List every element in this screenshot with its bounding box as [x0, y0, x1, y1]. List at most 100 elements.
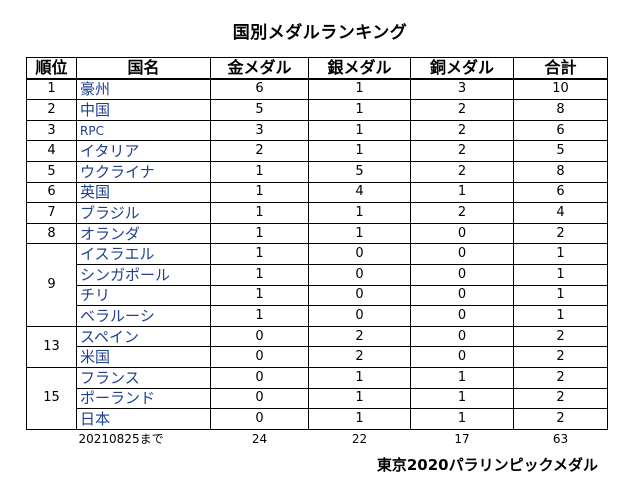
medal-ranking-table: 順位 国名 金メダル 銀メダル 銅メダル 合計 1 豪州 6 1 3 10 2 中国 5 1 2 8 3… [26, 56, 608, 450]
total-count-cell: 2 [513, 366, 608, 389]
bronze-count-cell: 2 [410, 140, 514, 162]
total-count-cell: 2 [513, 222, 608, 245]
header-silver: 銀メダル [308, 56, 411, 80]
bronze-count-cell: 2 [410, 160, 514, 183]
total-count-cell: 10 [513, 78, 608, 101]
silver-count-cell: 1 [308, 119, 411, 142]
caption: 東京2020パラリンピックメダル [376, 456, 598, 474]
header-total: 合計 [513, 56, 608, 80]
gold-count-cell: 0 [210, 325, 309, 348]
country-name-cell: イタリア [76, 140, 211, 162]
bronze-count-cell: 3 [410, 78, 514, 101]
table-row: チリ 1 0 0 1 [27, 284, 608, 307]
bronze-count-cell: 2 [410, 99, 514, 121]
silver-count-cell: 0 [308, 263, 411, 286]
total-count-cell: 1 [513, 284, 608, 307]
bronze-count-cell: 0 [410, 243, 514, 265]
gold-count-cell: 1 [210, 305, 309, 327]
gold-count-cell: 0 [210, 387, 309, 410]
silver-count-cell: 0 [308, 243, 411, 265]
silver-count-cell: 1 [308, 140, 411, 162]
table-row: 6 英国 1 4 1 6 [26, 181, 608, 204]
table-row: 日本 0 1 1 2 [27, 408, 608, 430]
total-count-cell: 8 [513, 99, 608, 121]
gold-count-cell: 1 [210, 222, 309, 245]
gold-count-cell: 0 [210, 366, 309, 389]
table-row: 7 ブラジル 1 1 2 4 [26, 202, 608, 224]
total-count-cell: 6 [513, 119, 608, 142]
bronze-count-cell: 0 [410, 325, 514, 348]
table-row: 1 豪州 6 1 3 10 [26, 78, 608, 101]
silver-count-cell: 4 [308, 181, 411, 204]
silver-count-cell: 2 [308, 346, 411, 368]
rank-cell: 15 [26, 366, 77, 430]
total-count-cell: 5 [513, 140, 608, 162]
table-row: 2 中国 5 1 2 8 [26, 99, 608, 121]
table-row: 8 オランダ 1 1 0 2 [26, 222, 608, 245]
country-name-cell: ベラルーシ [76, 305, 211, 327]
bronze-count-cell: 0 [410, 284, 514, 307]
country-name-cell: 米国 [76, 346, 211, 368]
silver-count-cell: 1 [308, 387, 411, 410]
table-row: 4 イタリア 2 1 2 5 [26, 140, 608, 162]
bronze-count-cell: 0 [410, 305, 514, 327]
gold-count-cell: 3 [210, 119, 309, 142]
gold-count-cell: 0 [210, 346, 309, 368]
silver-count-cell: 2 [308, 325, 411, 348]
country-name-cell: ブラジル [76, 202, 211, 224]
rank-cell: 8 [26, 222, 77, 245]
silver-count-cell: 1 [308, 78, 411, 101]
total-count-cell: 2 [513, 408, 608, 430]
as-of-date-note: 20210825まで [78, 432, 164, 447]
table-header-row: 順位 国名 金メダル 銀メダル 銅メダル 合計 [26, 56, 608, 80]
silver-count-cell: 1 [308, 99, 411, 121]
header-gold: 金メダル [210, 56, 309, 80]
table-row: 3 RPC 3 1 2 6 [26, 119, 608, 142]
gold-count-cell: 1 [210, 160, 309, 183]
total-count-cell: 4 [513, 202, 608, 224]
silver-count-cell: 5 [308, 160, 411, 183]
country-name-cell: チリ [76, 284, 211, 307]
bronze-count-cell: 1 [410, 366, 514, 389]
gold-count-cell: 0 [210, 408, 309, 430]
country-name-cell: シンガポール [76, 263, 211, 286]
gold-total: 24 [251, 432, 268, 447]
total-count-cell: 2 [513, 387, 608, 410]
rank-cell: 2 [26, 99, 77, 121]
bronze-total: 17 [454, 432, 470, 447]
rank-cell: 5 [26, 160, 77, 183]
table-row: 15 フランス 0 1 1 2 [26, 366, 608, 430]
country-name-cell: RPC [76, 119, 211, 142]
page-title: 国別メダルランキング [232, 23, 408, 43]
bronze-count-cell: 1 [410, 181, 514, 204]
rank-cell: 1 [26, 78, 77, 101]
total-count-cell: 1 [513, 263, 608, 286]
country-name-cell: スペイン [76, 325, 211, 348]
silver-count-cell: 1 [308, 202, 411, 224]
bronze-count-cell: 2 [410, 119, 514, 142]
table-row: ポーランド 0 1 1 2 [27, 387, 608, 410]
table-row: 9 イスラエル 1 0 0 1 [26, 243, 608, 327]
rank-cell: 6 [26, 181, 77, 204]
bronze-count-cell: 1 [410, 408, 514, 430]
grand-total: 63 [552, 432, 569, 447]
country-name-cell: 英国 [76, 181, 211, 204]
silver-count-cell: 1 [308, 222, 411, 245]
table-row: 13 スペイン 0 2 0 2 [26, 325, 608, 368]
rank-cell: 3 [26, 119, 77, 142]
total-count-cell: 1 [513, 243, 608, 265]
silver-count-cell: 0 [308, 305, 411, 327]
header-rank: 順位 [26, 56, 77, 80]
bronze-count-cell: 0 [410, 263, 514, 286]
rank-cell: 7 [26, 202, 77, 224]
country-name-cell: 中国 [76, 99, 211, 121]
country-name-cell: 日本 [76, 408, 211, 430]
gold-count-cell: 1 [210, 243, 309, 265]
table-body: 1 豪州 6 1 3 10 2 中国 5 1 2 8 3 RPC 3 1 2 6 4 イタリア 2 1 2 5 5 ウクライナ 1 5… [26, 78, 608, 450]
header-bronze: 銅メダル [410, 56, 514, 80]
bronze-count-cell: 0 [410, 346, 514, 368]
totals-row: 20210825まで 24 22 17 63 [27, 429, 608, 449]
total-count-cell: 8 [513, 160, 608, 183]
bronze-count-cell: 2 [410, 202, 514, 224]
silver-total: 22 [351, 432, 368, 447]
